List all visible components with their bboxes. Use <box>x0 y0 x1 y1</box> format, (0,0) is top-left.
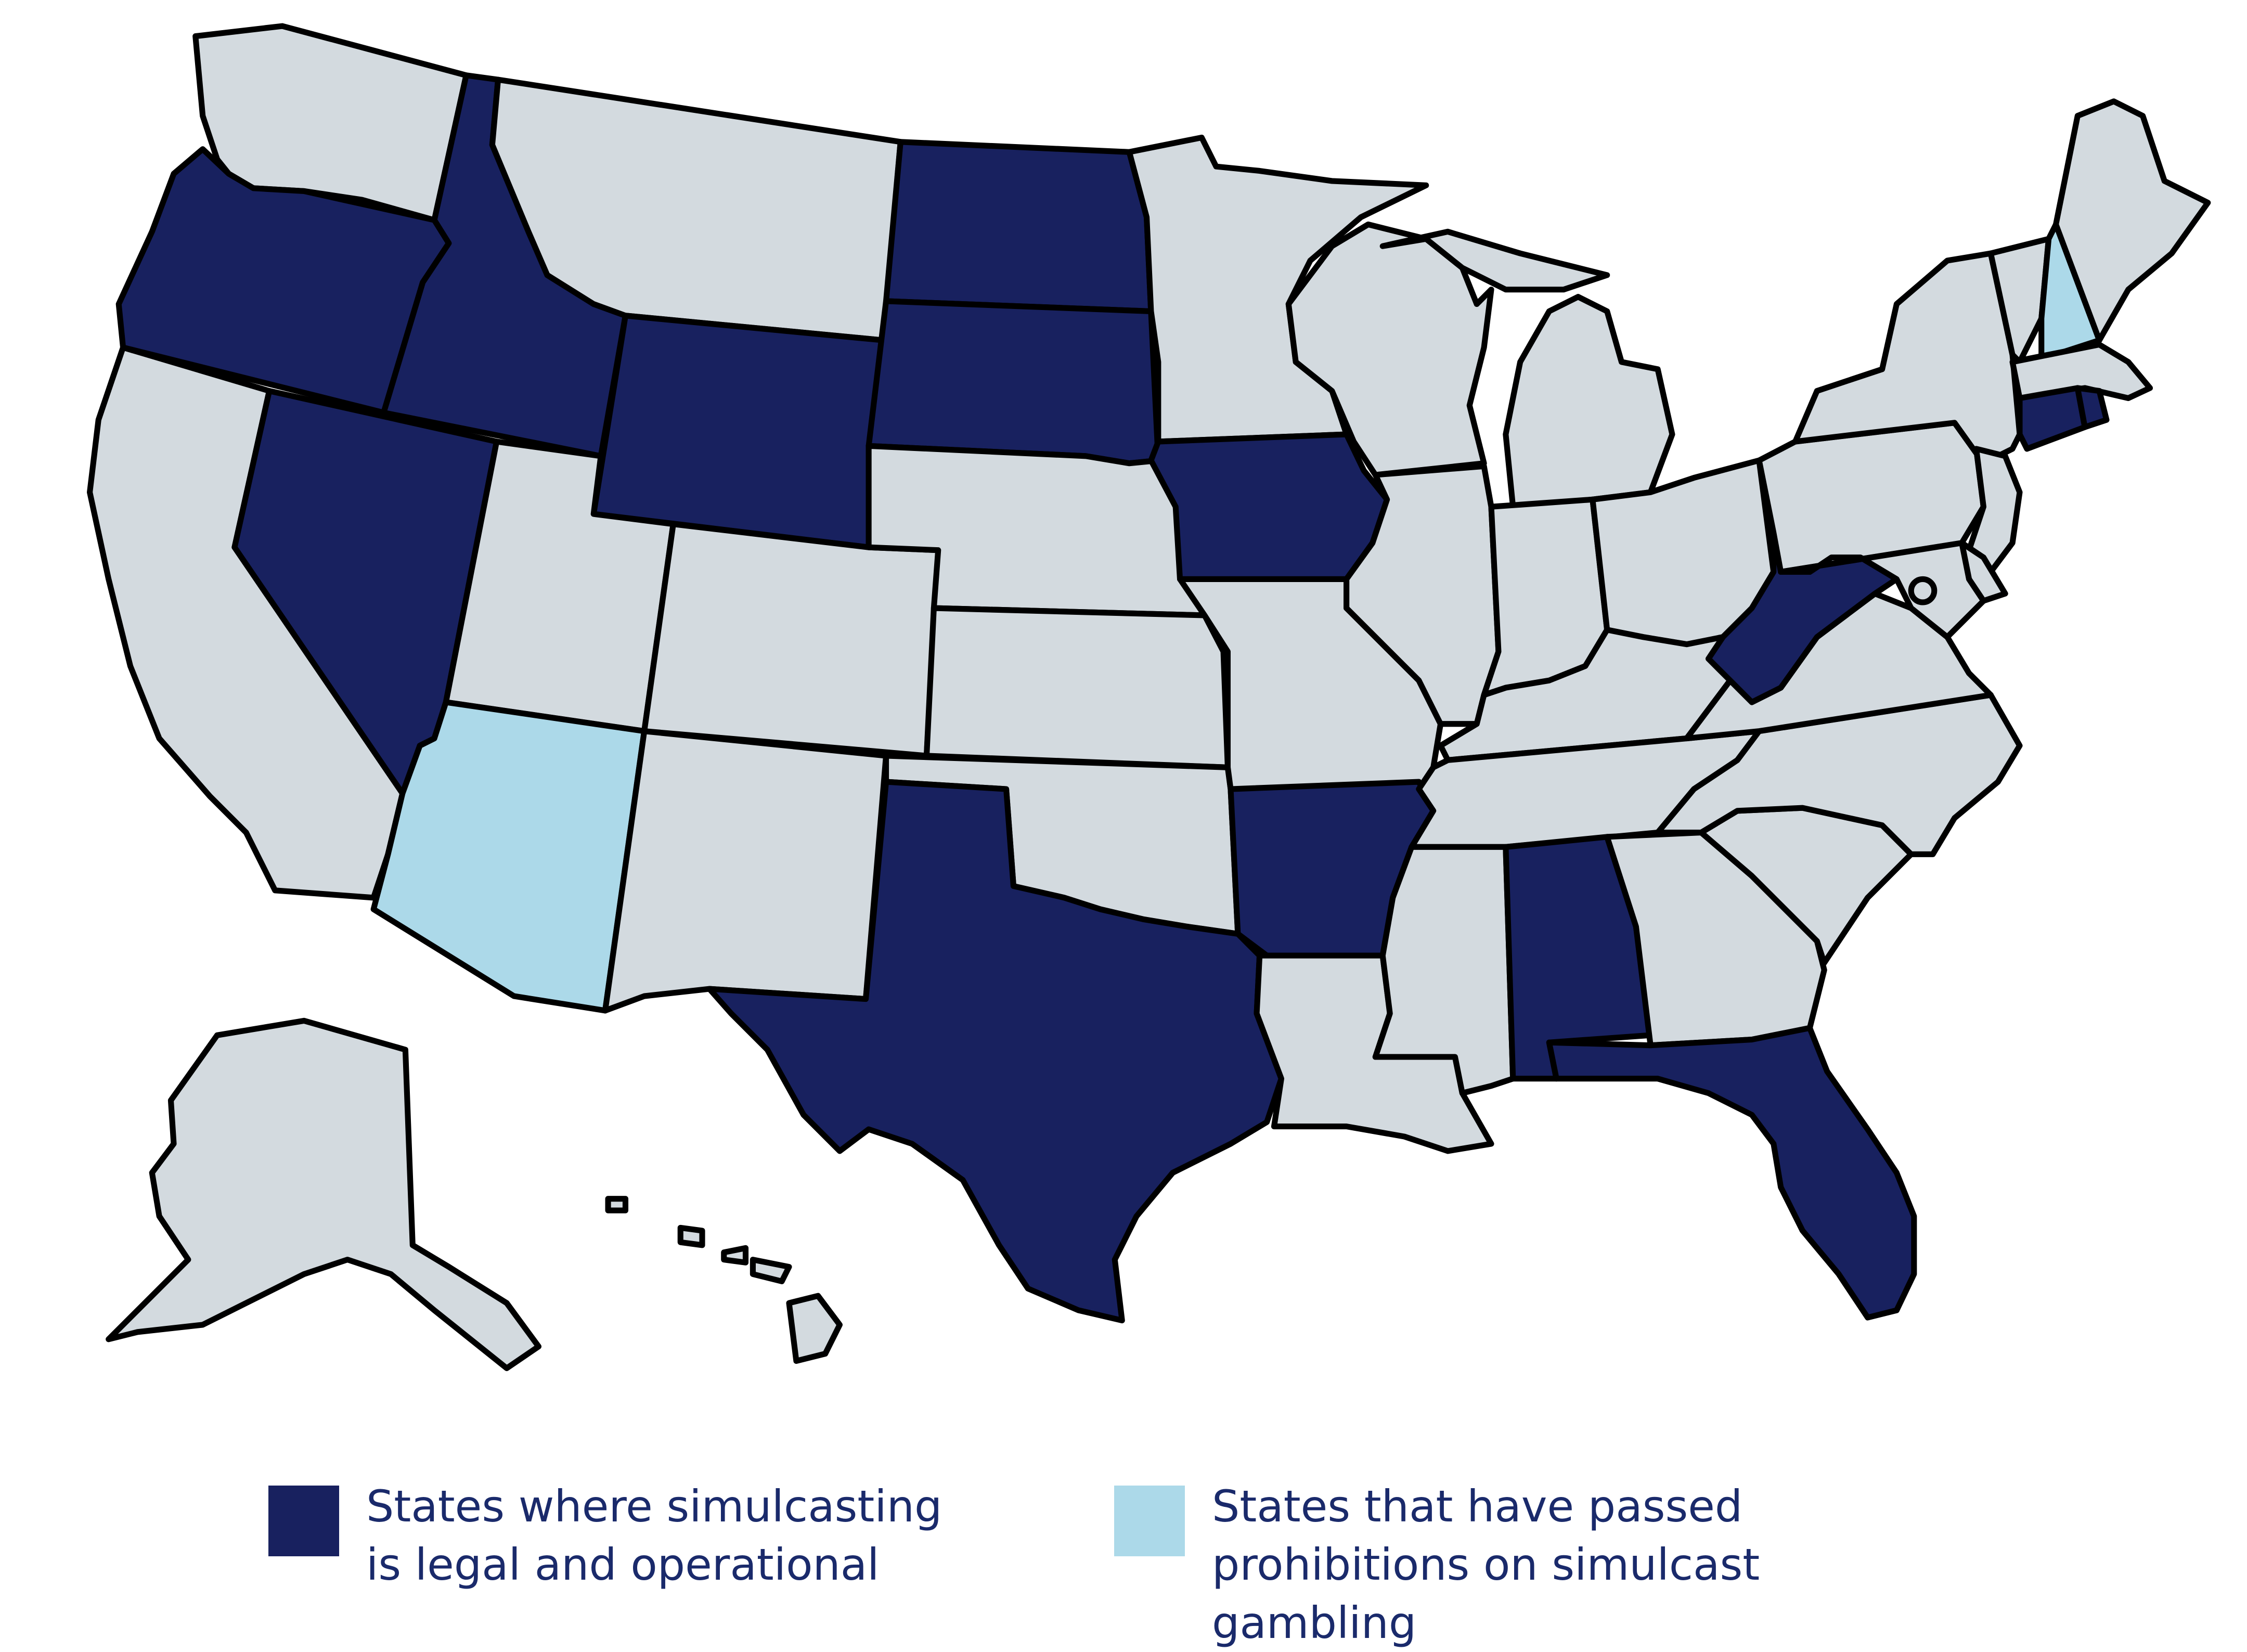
state-co <box>641 521 941 759</box>
state-nc <box>1655 692 2023 857</box>
state-ri <box>2074 385 2110 430</box>
legend-item-prohibited: States that have passed prohibitions on … <box>1114 1477 1836 1652</box>
legend-swatch-prohibited <box>1114 1486 1185 1556</box>
state-ks <box>923 605 1231 770</box>
legend-label-prohibited: States that have passed prohibitions on … <box>1212 1481 1760 1648</box>
state-fl <box>1546 1025 1917 1321</box>
legend: States where simulcasting is legal and o… <box>0 1477 2247 1648</box>
state-nd <box>883 139 1154 315</box>
state-hi <box>605 1196 843 1364</box>
state-sd <box>866 298 1161 467</box>
state-ak <box>106 1017 542 1371</box>
state-md <box>1778 540 1986 640</box>
state-me <box>2053 98 2211 343</box>
legend-label-legal: States where simulcasting is legal and o… <box>366 1481 942 1590</box>
state-tx <box>706 779 1284 1324</box>
state-nm <box>602 728 889 1014</box>
legend-item-legal: States where simulcasting is legal and o… <box>268 1477 990 1594</box>
state-vt <box>1987 236 2052 365</box>
state-dc <box>1908 576 1938 605</box>
legend-swatch-legal <box>268 1486 339 1556</box>
state-nj <box>1966 446 2023 575</box>
us-states-map <box>87 23 2211 1371</box>
state-wy <box>590 313 886 550</box>
state-ms <box>1372 844 1516 1096</box>
state-ct <box>2017 385 2088 452</box>
state-ia <box>1148 431 1390 582</box>
